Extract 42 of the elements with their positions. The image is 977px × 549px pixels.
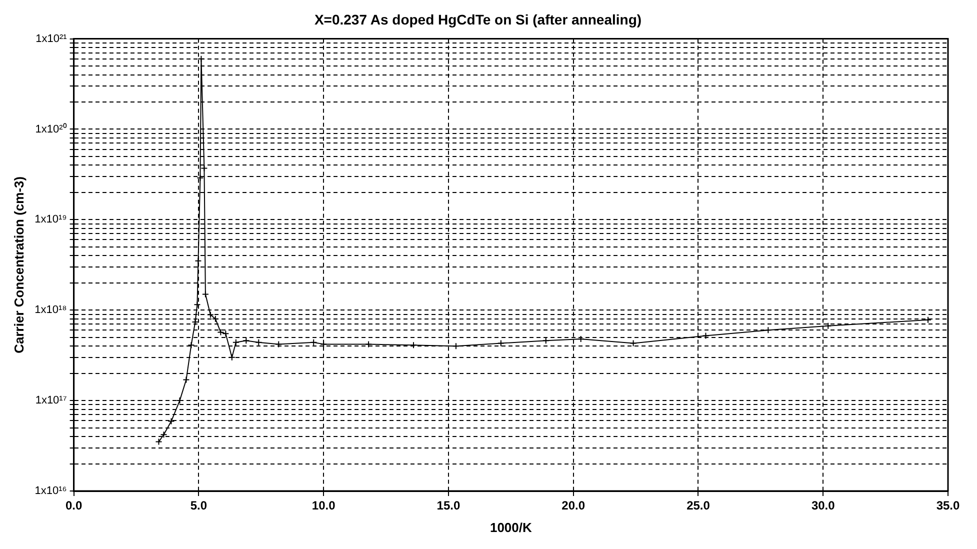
point bbox=[188, 342, 195, 349]
point bbox=[255, 338, 262, 346]
point bbox=[320, 340, 328, 348]
point bbox=[198, 55, 205, 62]
chart-title: X=0.237 As doped HgCdTe on Si (after annealing) bbox=[314, 11, 642, 28]
y-tick-label: 1x10¹⁹ bbox=[34, 214, 67, 226]
x-axis-title: 1000/K bbox=[490, 520, 532, 535]
point bbox=[168, 418, 175, 425]
y-tick-label: 1x10¹⁸ bbox=[34, 304, 67, 316]
x-tick-label: 30.0 bbox=[811, 498, 836, 513]
point bbox=[196, 174, 204, 182]
point bbox=[310, 338, 318, 346]
point bbox=[764, 326, 772, 334]
point bbox=[182, 376, 190, 384]
x-tick-label: 15.0 bbox=[436, 498, 460, 513]
point bbox=[497, 340, 504, 347]
y-tick-label: 1x10¹⁶ bbox=[34, 485, 67, 498]
point bbox=[200, 164, 208, 172]
y-tick-label: 1x10²¹ bbox=[36, 32, 68, 45]
point bbox=[824, 322, 832, 330]
point bbox=[630, 340, 637, 347]
y-tick-label: 1x10²⁰ bbox=[35, 122, 67, 136]
x-tick-label: 20.0 bbox=[562, 498, 586, 513]
x-tick-label: 5.0 bbox=[190, 498, 208, 513]
x-tick-label: 35.0 bbox=[936, 498, 960, 513]
point bbox=[194, 301, 201, 308]
x-tick-label: 25.0 bbox=[686, 498, 710, 513]
point bbox=[232, 338, 240, 346]
point bbox=[228, 354, 236, 361]
point bbox=[242, 337, 250, 344]
point bbox=[160, 431, 168, 438]
point bbox=[702, 332, 710, 340]
x-tick-label: 0.0 bbox=[65, 498, 82, 513]
y-tick-label: 1x10¹⁷ bbox=[35, 394, 67, 407]
point bbox=[542, 337, 550, 344]
y-axis-title: Carrier Concentration (cm-3) bbox=[11, 176, 26, 354]
point bbox=[194, 257, 202, 264]
point bbox=[202, 290, 209, 298]
x-tick-label: 10.0 bbox=[312, 498, 336, 513]
point bbox=[452, 342, 460, 350]
point bbox=[275, 340, 282, 348]
point bbox=[365, 340, 372, 348]
